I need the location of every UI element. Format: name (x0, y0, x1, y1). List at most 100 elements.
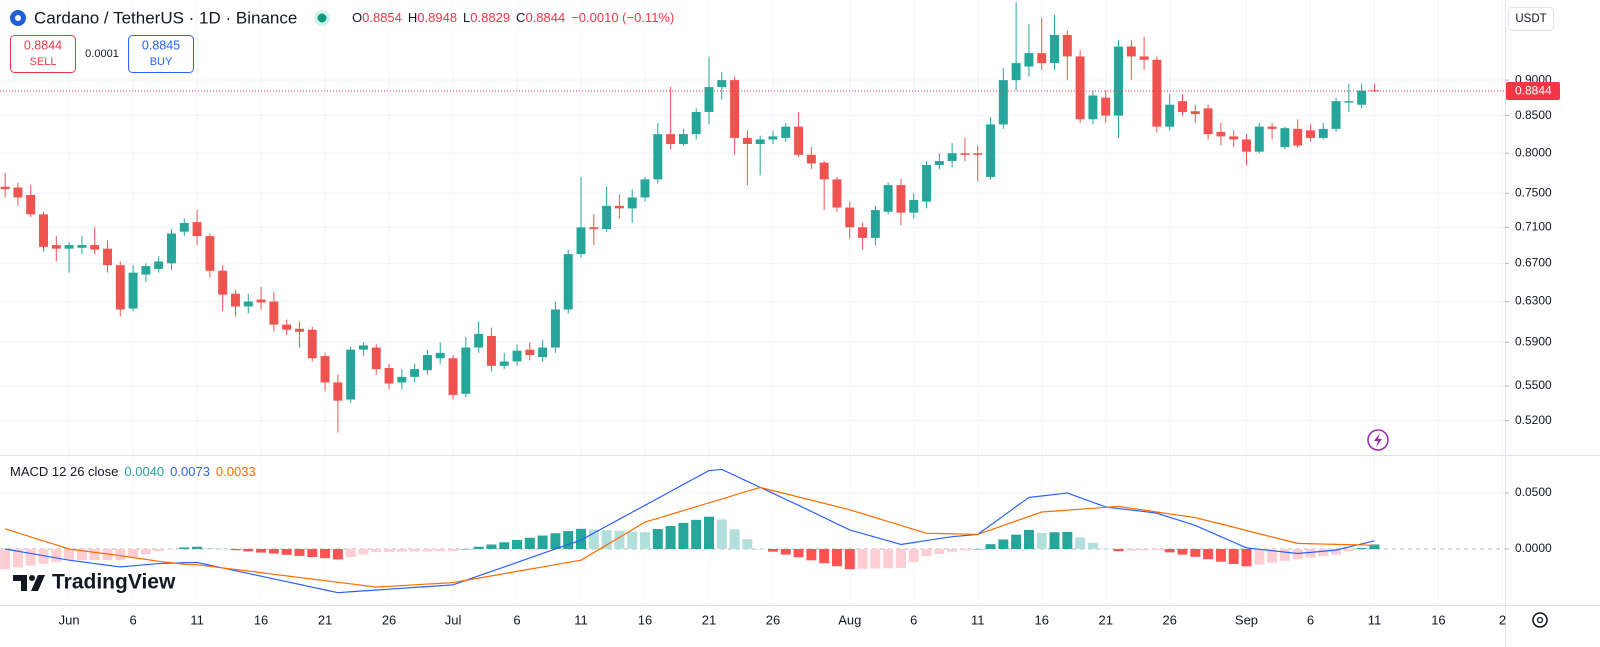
candle-body (538, 347, 548, 358)
candle-body (883, 185, 893, 212)
histogram-bar (1267, 548, 1278, 563)
histogram-bar (883, 548, 894, 569)
histogram-bar (332, 548, 343, 560)
candle-body (947, 153, 957, 162)
x-tick-label: 21 (1098, 612, 1112, 627)
candle-body (934, 161, 944, 165)
x-tick-label: 6 (1307, 612, 1314, 627)
y-tick-label: 0.6700 (1515, 255, 1552, 269)
histogram-bar (563, 531, 574, 549)
candle-body (1267, 126, 1277, 129)
candle-body (499, 361, 509, 366)
ohlc-key: H (408, 10, 417, 25)
histogram-bar (588, 529, 599, 549)
histogram-bar (89, 548, 100, 561)
candle-body (960, 153, 970, 155)
candle-body (1242, 139, 1251, 152)
histogram-bar (51, 548, 62, 562)
x-tick-label: Jun (59, 612, 80, 627)
histogram-bar (665, 526, 676, 549)
candle-body (1293, 128, 1303, 146)
candle-body (781, 126, 791, 138)
candle-body (922, 164, 932, 202)
histogram-bar (192, 546, 203, 549)
histogram-bar (1343, 548, 1354, 552)
histogram-bar (1036, 532, 1047, 549)
ohlc-values: O0.8854 H0.8948 L0.8829 C0.8844 −0.0010 (−0.… (352, 10, 674, 25)
candle-body (1331, 101, 1341, 129)
histogram-bar (422, 548, 433, 552)
histogram-bar (576, 528, 587, 549)
x-tick-label: 11 (971, 612, 985, 627)
histogram-bar (524, 537, 535, 549)
coin-icon-center (15, 15, 21, 21)
histogram-bar (1369, 544, 1380, 549)
candle-body (794, 126, 804, 155)
candle-body (563, 254, 573, 310)
candle-body (179, 222, 189, 232)
y-tick-label: 0.8500 (1515, 108, 1552, 122)
market-status[interactable] (317, 13, 327, 23)
histogram-bar (1318, 548, 1329, 557)
x-tick-label: 6 (129, 612, 136, 627)
header: Cardano / TetherUS · 1D · Binance O0.885… (10, 8, 674, 27)
histogram-bar (256, 548, 267, 553)
ohlc-key: C (516, 10, 525, 25)
histogram-bar (1331, 548, 1342, 555)
candle-body (858, 227, 868, 238)
x-tick-label: 2 (1499, 612, 1506, 627)
histogram-bar (217, 548, 228, 550)
candle-body (410, 369, 420, 377)
histogram-bar (819, 548, 830, 564)
buy-price: 0.8845 (142, 38, 180, 52)
candle-body (141, 266, 151, 275)
candle-body (115, 265, 125, 310)
brand-name: TradingView (52, 571, 176, 594)
histogram-bar (345, 548, 356, 557)
histogram-bar (1075, 537, 1086, 549)
histogram-bar (435, 548, 446, 552)
histogram-bar (76, 548, 87, 561)
candle-body (282, 324, 292, 330)
candle-body (640, 179, 650, 198)
histogram-bar (921, 548, 932, 557)
candle-body (39, 214, 48, 247)
histogram-bar (844, 548, 855, 570)
candle-body (1216, 131, 1226, 137)
x-tick-label: Sep (1235, 612, 1258, 627)
candle-body (397, 376, 407, 383)
candle-body (205, 236, 215, 271)
histogram-bar (614, 530, 625, 549)
y-tick-label: 0.5500 (1515, 378, 1552, 392)
sell-button[interactable] (10, 35, 76, 73)
candle-body (77, 245, 87, 248)
candle-body (704, 87, 714, 112)
candle-body (1318, 128, 1328, 138)
x-tick-label: 6 (910, 612, 917, 627)
currency-selector[interactable] (1508, 7, 1554, 31)
spread: 0.0001 (85, 48, 119, 60)
candle-body (717, 80, 727, 88)
candle-body (1024, 53, 1034, 67)
histogram-bar (959, 548, 970, 551)
candle-body (1357, 90, 1367, 105)
settings-button[interactable] (1532, 612, 1548, 628)
currency-label: USDT (1515, 13, 1546, 25)
candle-body (1229, 136, 1239, 140)
ohlc-value: 0.8948 (417, 10, 457, 25)
histogram-bar (243, 548, 254, 552)
candle-body (358, 345, 368, 350)
buy-button[interactable] (128, 35, 194, 73)
x-tick-label: 11 (1368, 612, 1382, 627)
histogram-bar (409, 548, 420, 552)
candle-body (589, 227, 599, 230)
histogram-bar (140, 548, 151, 555)
histogram-bar (972, 548, 983, 550)
histogram-bar (1356, 547, 1367, 549)
histogram-bar (1139, 548, 1150, 551)
candle-body (806, 154, 816, 164)
histogram-bar (831, 548, 842, 567)
candle-body (90, 245, 100, 250)
candle-body (167, 233, 176, 264)
